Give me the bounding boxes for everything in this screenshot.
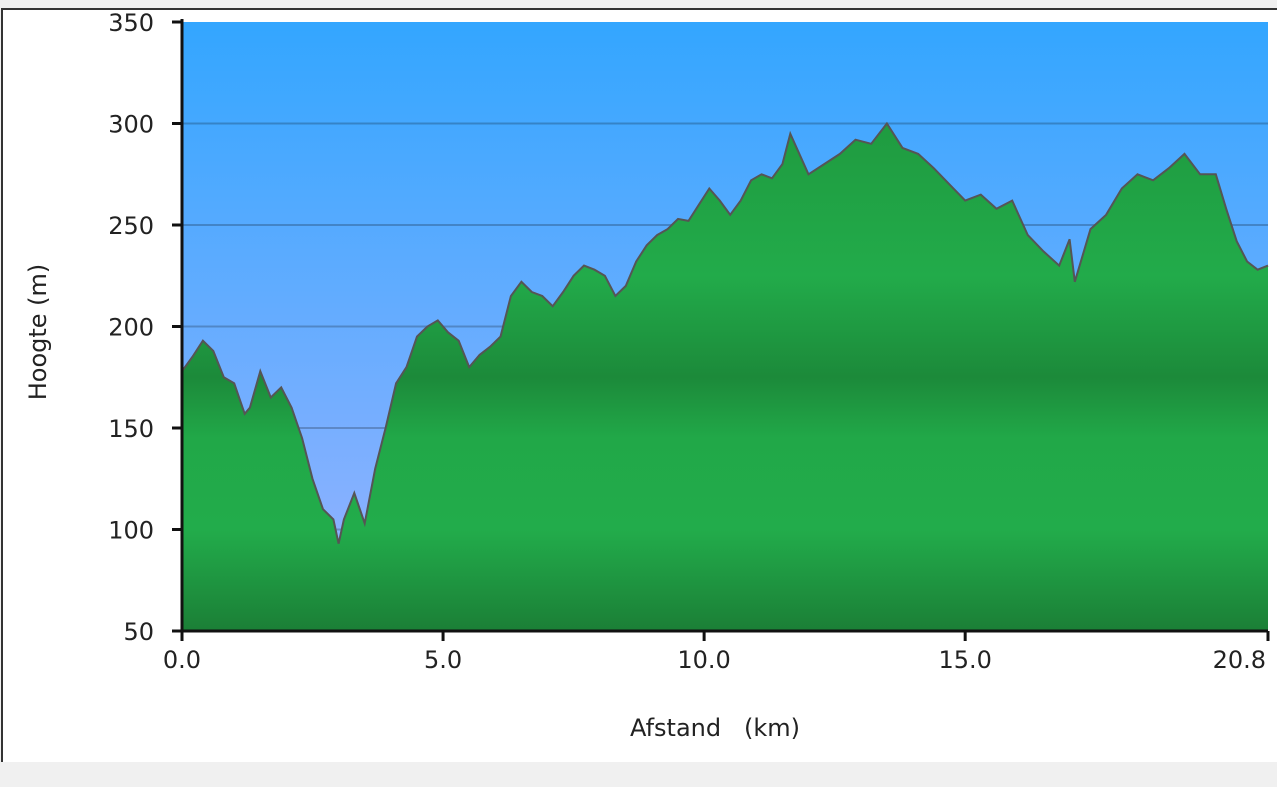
y-tick-label: 150: [108, 415, 154, 443]
y-tick-label: 50: [123, 618, 154, 646]
x-tick-label: 10.0: [677, 646, 730, 674]
y-tick-label: 300: [108, 111, 154, 139]
x-tick-label: 5.0: [424, 646, 462, 674]
elevation-line: [181, 121, 1269, 544]
x-tick-label: 15.0: [938, 646, 991, 674]
y-tick-label: 350: [108, 9, 154, 37]
y-axis-label: Hoogte (m): [24, 264, 52, 401]
y-tick-label: 100: [108, 517, 154, 545]
x-tick-label: 20.8: [1213, 646, 1266, 674]
x-tick-label: 0.0: [163, 646, 201, 674]
y-tick-label: 200: [108, 314, 154, 342]
axes: 50 100 150 200 250 300 350 0.0 5.0 10.0 15.0 20.8: [108, 9, 1270, 674]
y-tick-label: 250: [108, 212, 154, 240]
elevation-area: [182, 123, 1268, 631]
x-axis-label: Afstand (km): [630, 714, 800, 742]
